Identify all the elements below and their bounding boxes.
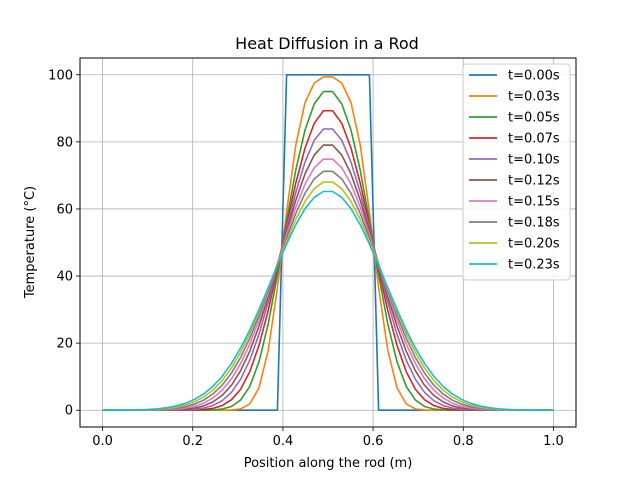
x-tick-label-2: 0.4 [273,434,294,449]
series-line-8 [102,181,554,412]
x-tick-label-0: 0.0 [92,434,113,449]
legend-label-2: t=0.05s [508,111,560,126]
y-tick-label-5: 100 [48,68,73,83]
y-tick-label-3: 60 [56,202,73,217]
y-tick-label-4: 80 [56,135,73,150]
y-tick-label-2: 40 [56,270,73,285]
legend-label-1: t=0.03s [508,90,560,105]
series-line-7 [102,170,554,412]
series-layer [102,73,554,412]
chart-title: Heat Diffusion in a Rod [235,34,419,53]
legend-label-7: t=0.18s [508,216,560,231]
legend-box [462,63,571,281]
legend-label-9: t=0.23s [508,258,560,273]
x-tick-label-1: 0.2 [182,434,203,449]
y-tick-label-1: 20 [56,337,73,352]
axis-ticks: 0.0 0.2 0.4 0.6 0.8 1.0 0 20 40 60 80 100 [48,68,564,449]
series-line-6 [102,158,554,412]
legend-label-0: t=0.00s [508,69,560,84]
y-tick-label-0: 0 [65,404,73,419]
legend-label-4: t=0.10s [508,153,560,168]
legend: t=0.00s t=0.03s t=0.05s t=0.07s t=0.10s t=0.1… [462,63,571,281]
plot-frame [79,57,577,428]
legend-label-6: t=0.15s [508,195,560,210]
x-tick-label-5: 1.0 [543,434,564,449]
x-axis-label: Position along the rod (m) [244,456,413,471]
series-line-9 [102,190,554,412]
legend-label-5: t=0.12s [508,174,560,189]
legend-label-3: t=0.07s [508,132,560,147]
x-tick-label-4: 0.8 [453,434,474,449]
legend-label-8: t=0.20s [508,237,560,252]
x-tick-label-3: 0.6 [363,434,384,449]
y-axis-label: Temperature (°C) [23,186,38,299]
